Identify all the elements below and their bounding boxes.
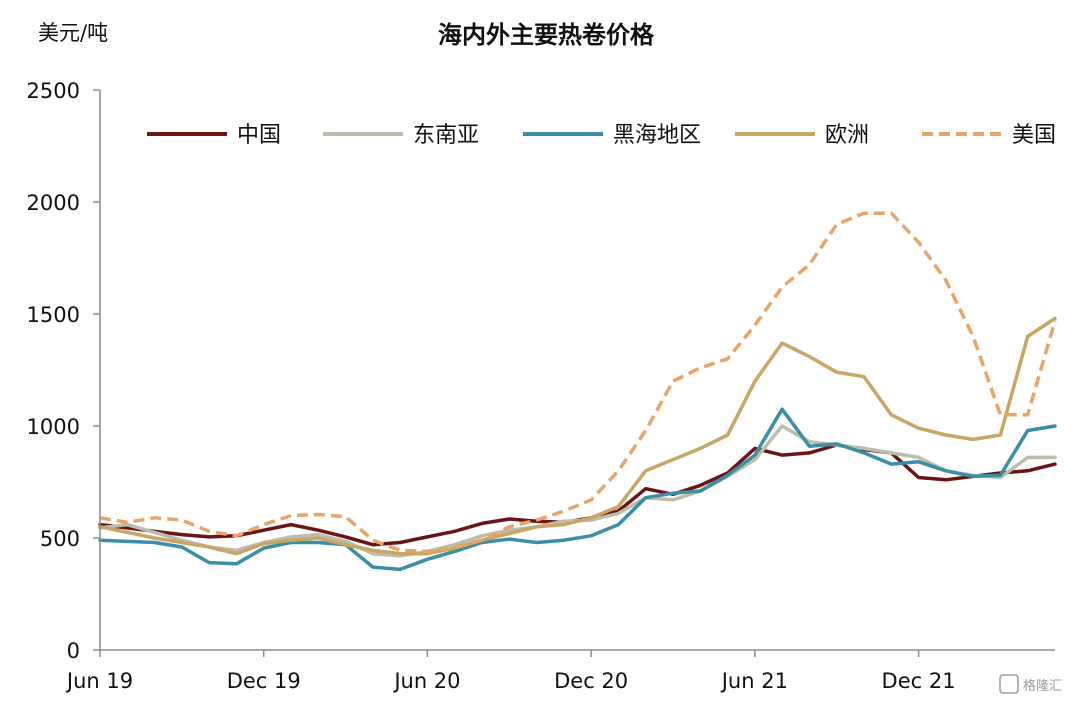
y-tick-label: 2500: [27, 79, 80, 103]
legend-label: 中国: [237, 123, 281, 148]
series-line: [98, 407, 1057, 572]
y-tick-label: 500: [40, 527, 80, 551]
watermark: 格隆汇: [999, 674, 1062, 694]
y-tick-label: 0: [67, 639, 80, 663]
series-layer: [98, 211, 1057, 572]
x-tick-label: Jun 19: [65, 669, 133, 693]
series-line: [99, 211, 1057, 554]
x-axis-ticks: Jun 19 Dec 19 Jun 20 Dec 20 Jun 21 Dec 21: [65, 650, 956, 693]
watermark-text: 格隆汇: [1023, 678, 1062, 694]
watermark-logo-icon: [999, 674, 1019, 694]
legend: 中国 东南亚 黑海地区 欧洲 美国: [147, 123, 1056, 148]
legend-label: 东南亚: [413, 123, 479, 148]
legend-label: 美国: [1012, 123, 1056, 148]
legend-label: 欧洲: [825, 123, 869, 148]
y-unit-label: 美元/吨: [38, 21, 108, 45]
chart-title: 海内外主要热卷价格: [438, 21, 655, 49]
y-tick-label: 1000: [27, 415, 80, 439]
y-tick-label: 1500: [27, 303, 80, 327]
y-axis-ticks: 0 500 1000 1500 2000 2500: [27, 79, 100, 663]
x-tick-label: Dec 19: [227, 669, 301, 693]
series-line: [98, 443, 1057, 547]
x-tick-label: Jun 20: [392, 669, 460, 693]
x-tick-label: Dec 20: [554, 669, 628, 693]
series-line: [98, 316, 1057, 556]
legend-label: 黑海地区: [613, 123, 701, 148]
x-tick-label: Jun 21: [720, 669, 788, 693]
y-tick-label: 2000: [27, 191, 80, 215]
x-tick-label: Dec 21: [882, 669, 956, 693]
